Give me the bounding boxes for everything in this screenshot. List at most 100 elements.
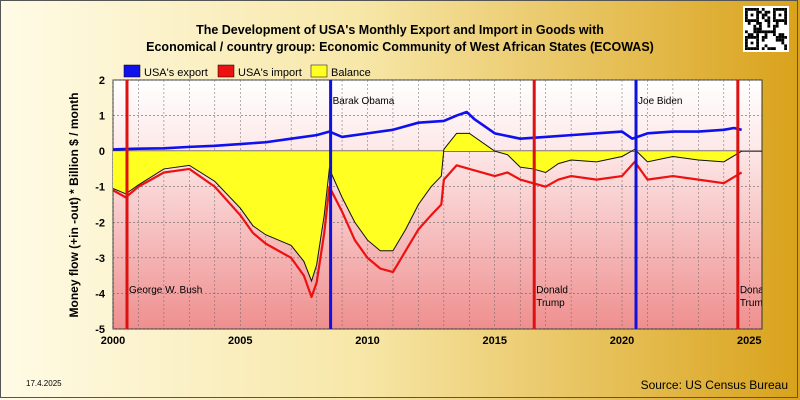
qr-cell: [761, 38, 765, 42]
qr-cell: [756, 41, 759, 45]
qr-cell: [756, 16, 759, 20]
export-line: [113, 110, 742, 151]
legend-label-import: USA's import: [238, 67, 302, 79]
president-label: Joe Biden: [638, 96, 682, 107]
qr-cell: [773, 33, 776, 36]
legend: USA's export USA's import Balance: [123, 64, 371, 79]
legend-swatch-import: [217, 64, 235, 78]
qr-cell: [784, 8, 787, 11]
qr-cell: [756, 33, 759, 36]
source-label: Source: US Census Bureau: [641, 378, 788, 392]
qr-cell: [745, 16, 748, 20]
qr-cell: [781, 19, 785, 22]
qr-cell: [750, 36, 754, 39]
qr-cell: [764, 44, 768, 48]
qr-cell: [756, 27, 759, 31]
legend-swatch-balance: [310, 64, 328, 78]
qr-cell: [753, 27, 757, 31]
legend-label-balance: Balance: [331, 67, 371, 79]
qr-cell: [745, 13, 748, 17]
qr-cell: [756, 38, 759, 42]
qr-cell: [750, 47, 754, 50]
y-tick-label: 1: [99, 111, 105, 123]
president-label: Barak Obama: [333, 96, 395, 107]
qr-cell: [759, 22, 762, 25]
qr-cell: [775, 38, 779, 42]
qr-cell: [745, 10, 748, 14]
y-axis-label: Money flow (+in -out) * Billion $ / mont…: [67, 93, 81, 318]
qr-cell: [759, 24, 762, 28]
chart-title-line2: Economical / country group: Economic Com…: [146, 40, 654, 54]
qr-cell: [781, 41, 785, 45]
qr-cell: [753, 24, 757, 28]
qr-cell: [750, 41, 754, 45]
qr-cell: [767, 16, 771, 20]
qr-cell: [756, 44, 759, 48]
qr-cell: [784, 47, 787, 50]
qr-cell: [784, 10, 787, 14]
qr-code-icon: [743, 6, 789, 52]
qr-cell: [745, 30, 748, 34]
qr-cell: [756, 10, 759, 14]
qr-cell: [756, 19, 759, 22]
qr-cell: [781, 8, 785, 11]
qr-cell: [773, 10, 776, 14]
legend-label-export: USA's export: [144, 67, 208, 79]
qr-cell: [773, 27, 776, 31]
qr-cell: [750, 33, 754, 36]
qr-cell: [778, 8, 782, 11]
qr-cell: [770, 30, 773, 34]
date-label: 17.4.2025: [26, 379, 62, 388]
qr-cell: [750, 13, 754, 17]
qr-cell: [767, 30, 771, 34]
qr-cell: [784, 19, 787, 22]
qr-cell: [745, 47, 748, 50]
qr-cell: [750, 8, 754, 11]
chart-title-line1: The Development of USA's Monthly Export …: [196, 23, 604, 37]
qr-cell: [773, 19, 776, 22]
y-tick-labels: 2 1 0 -1 -2 -3 -4 -5: [95, 75, 106, 336]
qr-cell: [756, 30, 759, 34]
qr-cell: [773, 30, 776, 34]
balance-area: [113, 133, 742, 281]
qr-cell: [759, 27, 762, 31]
qr-cell: [753, 36, 757, 39]
qr-cell: [767, 10, 771, 14]
qr-cell: [773, 16, 776, 20]
balance-line: [113, 132, 742, 283]
qr-cell: [745, 38, 748, 42]
qr-cell: [756, 36, 759, 39]
qr-cell: [784, 16, 787, 20]
qr-cell: [753, 8, 757, 11]
qr-cell: [747, 19, 751, 22]
qr-cell: [761, 47, 765, 50]
qr-cell: [778, 13, 782, 17]
qr-cell: [784, 36, 787, 39]
x-tick-label: 2020: [610, 335, 634, 347]
qr-cell: [775, 19, 779, 22]
x-tick-label: 2015: [483, 335, 507, 347]
qr-cell: [764, 13, 768, 17]
qr-cell: [759, 10, 762, 14]
qr-cell: [767, 24, 771, 28]
x-tick-labels: 2000 2005 2010 2015 2020 2025: [101, 335, 762, 347]
qr-cell: [781, 36, 785, 39]
qr-cell: [764, 33, 768, 36]
qr-cell: [761, 16, 765, 20]
qr-cell: [775, 24, 779, 28]
qr-cell: [775, 8, 779, 11]
qr-cell: [756, 13, 759, 17]
x-tick-label: 2025: [737, 335, 761, 347]
qr-cell: [756, 8, 759, 11]
qr-cell: [773, 24, 776, 28]
qr-cell: [761, 30, 765, 34]
qr-cell: [784, 13, 787, 17]
qr-cell: [753, 19, 757, 22]
qr-cell: [747, 33, 751, 36]
qr-cell: [761, 36, 765, 39]
qr-cell: [764, 30, 768, 34]
x-tick-label: 2005: [228, 335, 252, 347]
y-tick-label: -1: [95, 182, 105, 194]
qr-cell: [764, 10, 768, 14]
